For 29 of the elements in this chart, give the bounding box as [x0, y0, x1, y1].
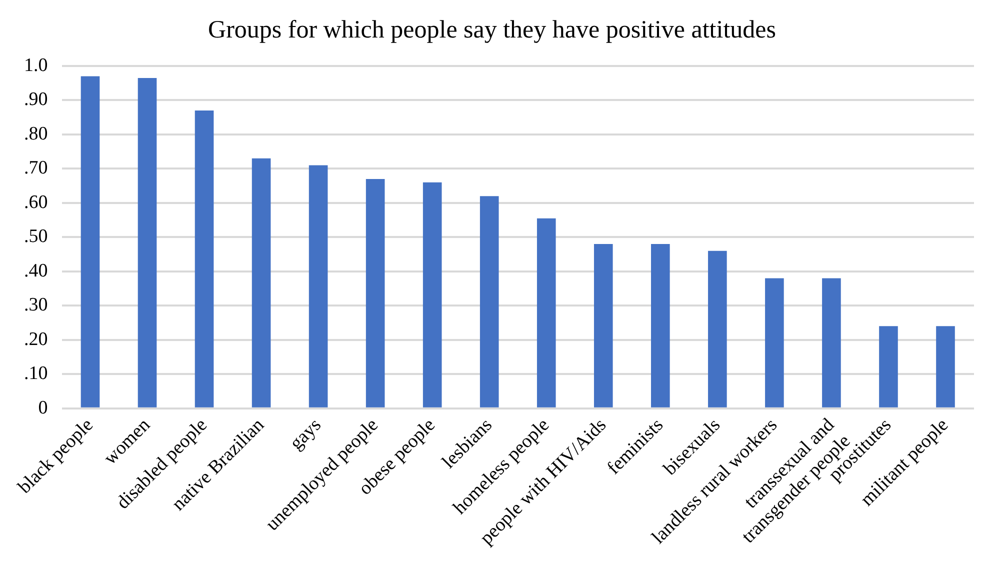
y-tick-label: .10 [24, 363, 48, 384]
bar [536, 218, 556, 408]
bar [308, 165, 328, 408]
y-tick-label: 0 [38, 397, 48, 418]
y-tick-label: .20 [24, 328, 48, 350]
y-tick-label: .60 [24, 192, 48, 213]
y-tick-label: .50 [24, 226, 48, 248]
bar [936, 326, 955, 408]
y-tick-label: .40 [24, 260, 48, 282]
bar [822, 278, 841, 408]
bar [194, 110, 214, 408]
y-tick-label: .70 [24, 158, 48, 179]
bar [480, 196, 499, 408]
y-tick-label: 1.0 [24, 54, 48, 76]
bar [708, 250, 727, 408]
bar [594, 244, 613, 408]
bar [366, 178, 385, 408]
y-tick-label: .30 [24, 294, 48, 316]
bar [422, 182, 442, 408]
bar [252, 158, 271, 408]
bar [80, 76, 100, 408]
chart-title: Groups for which people say they have positive attitudes [208, 16, 776, 44]
bar [651, 244, 670, 408]
y-tick-label: .80 [24, 123, 48, 144]
y-tick-label: .90 [24, 89, 48, 110]
x-tick-label: gays [286, 414, 326, 454]
bar [879, 326, 898, 408]
bar [138, 78, 157, 408]
bar [765, 278, 784, 408]
